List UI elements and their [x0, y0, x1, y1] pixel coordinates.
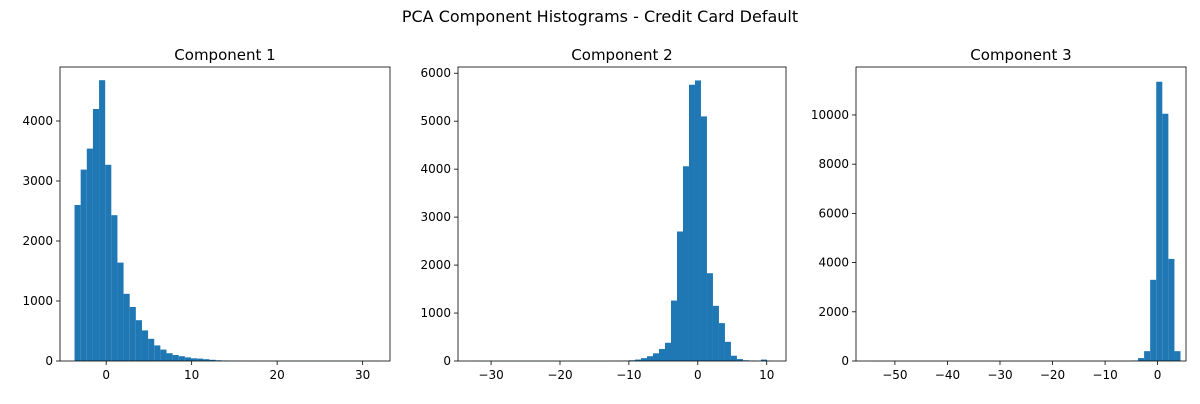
x-tick-label: −20: [1040, 368, 1065, 382]
axes-frame: [856, 67, 1186, 361]
histogram-bar: [647, 356, 653, 361]
histogram-bar: [93, 109, 99, 361]
histogram-bar: [81, 170, 87, 361]
x-tick-label: 0: [1154, 368, 1162, 382]
histogram-bar: [641, 358, 647, 361]
histogram-bar: [1150, 280, 1156, 361]
x-tick-label: −40: [935, 368, 960, 382]
axes-frame: [458, 67, 786, 361]
histogram-bar: [130, 307, 136, 361]
y-tick-label: 4000: [818, 256, 849, 270]
subplot-1: 0 10 20 30 0 1000 2000 3000 4000 Component 1: [22, 46, 390, 382]
histogram-bar: [689, 85, 695, 361]
histogram-bar: [1156, 82, 1162, 361]
histogram-bar: [683, 166, 689, 361]
subplot-3: −50 −40 −30 −20 −10 0 0 2000 4000 6000 8000 10000 Co…: [811, 46, 1186, 382]
y-tick-label: 1000: [420, 306, 451, 320]
histogram-bar: [75, 205, 81, 361]
x-tick-label: −30: [987, 368, 1012, 382]
histogram-bar: [1174, 351, 1180, 361]
histogram-bar: [185, 357, 191, 361]
histogram-bar: [179, 356, 185, 361]
x-tick-label: 10: [184, 368, 199, 382]
histogram-bar: [671, 301, 677, 361]
x-tick-label: 30: [355, 368, 370, 382]
histogram-bar: [191, 358, 197, 361]
x-tick-label: −50: [882, 368, 907, 382]
histogram-bar: [124, 294, 130, 361]
y-tick-label: 0: [443, 354, 451, 368]
histogram-bar: [665, 343, 671, 361]
y-tick-label: 2000: [22, 234, 53, 248]
histogram-bar: [701, 116, 707, 361]
histogram-bar: [1168, 259, 1174, 361]
histogram-bar: [653, 353, 659, 361]
figure-title: PCA Component Histograms - Credit Card D…: [402, 7, 798, 26]
histogram-bar: [731, 356, 737, 361]
y-tick-label: 5000: [420, 114, 451, 128]
histogram-bar: [707, 273, 713, 361]
y-tick-label: 10000: [811, 108, 849, 122]
histogram-bar: [142, 330, 148, 361]
x-tick-label: −10: [1092, 368, 1117, 382]
x-tick-label: 20: [270, 368, 285, 382]
histogram-bar: [117, 263, 123, 361]
x-tick-label: 0: [694, 368, 702, 382]
x-tick-label: −10: [616, 368, 641, 382]
y-tick-label: 4000: [22, 114, 53, 128]
histogram-bar: [105, 165, 111, 361]
subplot-title: Component 1: [174, 46, 275, 64]
y-tick-label: 1000: [22, 294, 53, 308]
y-tick-label: 2000: [818, 305, 849, 319]
y-tick-label: 3000: [420, 210, 451, 224]
histogram-bar: [160, 350, 166, 361]
histogram-bar: [154, 345, 160, 361]
histogram-bar: [111, 215, 117, 361]
y-tick-label: 8000: [818, 157, 849, 171]
y-tick-label: 0: [45, 354, 53, 368]
y-tick-label: 6000: [818, 206, 849, 220]
y-tick-label: 4000: [420, 162, 451, 176]
y-tick-label: 2000: [420, 258, 451, 272]
histogram-bar: [99, 80, 105, 361]
subplot-2: −30 −20 −10 0 10 0 1000 2000 3000 4000 5000 6000 Com…: [420, 46, 786, 382]
y-tick-label: 6000: [420, 66, 451, 80]
histogram-bar: [725, 342, 731, 361]
histogram-bar: [1138, 358, 1144, 361]
x-tick-label: −30: [478, 368, 503, 382]
y-tick-label: 3000: [22, 174, 53, 188]
histogram-bar: [87, 149, 93, 361]
histogram-bar: [1144, 351, 1150, 361]
histogram-bar: [719, 323, 725, 361]
y-tick-label: 0: [841, 354, 849, 368]
x-tick-label: 0: [102, 368, 110, 382]
x-tick-label: 10: [759, 368, 774, 382]
histogram-bar: [713, 306, 719, 361]
histogram-bar: [659, 349, 665, 361]
histogram-bar: [173, 355, 179, 361]
histogram-bar: [148, 339, 154, 361]
subplot-title: Component 3: [970, 46, 1071, 64]
histogram-bar: [677, 232, 683, 361]
histogram-bar: [166, 353, 172, 361]
x-tick-label: −20: [547, 368, 572, 382]
subplot-title: Component 2: [571, 46, 672, 64]
histogram-bar: [1162, 114, 1168, 361]
histogram-bar: [136, 320, 142, 361]
histogram-bar: [695, 80, 701, 361]
